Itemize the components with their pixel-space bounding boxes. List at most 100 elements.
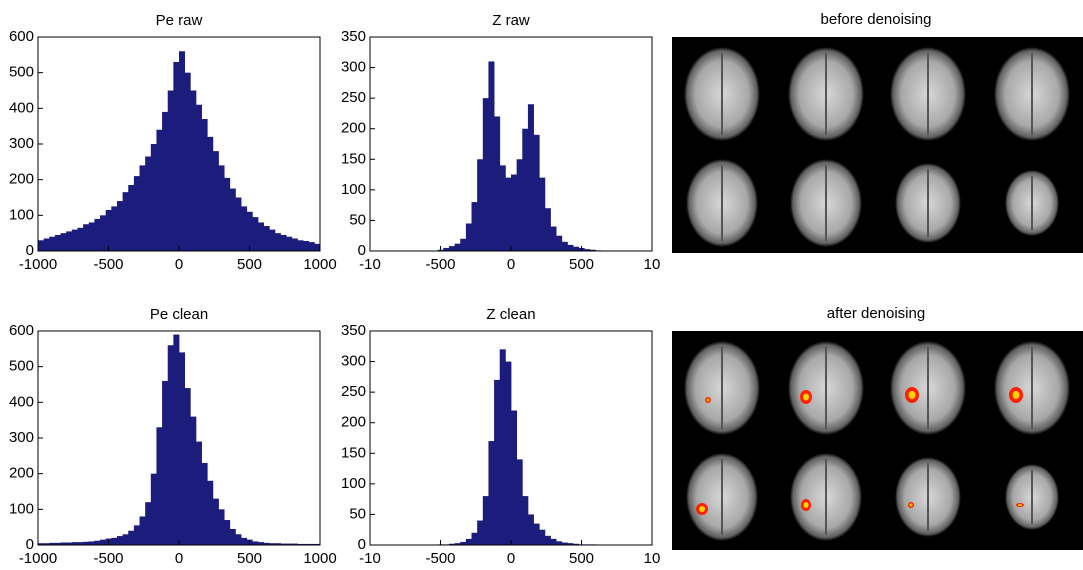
- bar: [280, 234, 287, 251]
- bar: [167, 90, 174, 251]
- bar: [195, 441, 202, 545]
- bar: [116, 536, 123, 545]
- bar: [544, 535, 551, 545]
- bar: [88, 541, 95, 545]
- y-tick-label: 250: [341, 383, 366, 400]
- y-tick-label: 400: [9, 393, 34, 410]
- bar: [150, 473, 157, 545]
- y-tick-label: 0: [358, 536, 366, 553]
- bar: [252, 217, 259, 251]
- bar: [218, 165, 225, 251]
- bar: [38, 240, 45, 251]
- bar: [539, 529, 546, 545]
- x-tick-label: 500: [569, 550, 594, 567]
- bar: [550, 226, 557, 251]
- bar: [550, 538, 557, 545]
- bar: [173, 61, 180, 251]
- bar: [139, 516, 146, 545]
- bar: [286, 543, 293, 545]
- bar: [94, 218, 101, 251]
- bar: [567, 543, 574, 545]
- y-tick-label: 200: [9, 171, 34, 188]
- bar: [448, 246, 455, 251]
- bar: [584, 249, 591, 251]
- bar: [241, 206, 248, 251]
- bar: [201, 119, 208, 252]
- bar: [308, 242, 315, 251]
- bar: [544, 208, 551, 251]
- y-tick-label: 100: [9, 206, 34, 223]
- bar: [145, 502, 152, 545]
- y-tick-label: 300: [341, 353, 366, 370]
- bar: [179, 352, 186, 545]
- bar: [111, 537, 118, 545]
- bar: [269, 543, 276, 545]
- x-tick-label: -10: [359, 256, 381, 273]
- x-tick-label: 500: [237, 550, 262, 567]
- bar: [499, 349, 506, 545]
- bar: [190, 90, 197, 251]
- bar: [122, 534, 129, 545]
- x-tick-label: 0: [175, 256, 183, 273]
- bar: [246, 211, 253, 251]
- bar: [229, 188, 236, 251]
- bar: [66, 542, 73, 545]
- activation-core: [909, 503, 913, 507]
- bar: [314, 243, 321, 251]
- bar: [128, 530, 135, 545]
- bar: [494, 116, 501, 251]
- bar: [505, 177, 512, 251]
- bar: [494, 379, 501, 545]
- activation-core: [699, 506, 705, 512]
- bar: [308, 543, 315, 545]
- y-tick-label: 400: [9, 99, 34, 116]
- bar: [184, 388, 191, 545]
- bar: [533, 523, 540, 545]
- bar: [207, 136, 214, 251]
- bar: [274, 543, 281, 545]
- x-tick-label: 10: [644, 256, 661, 273]
- bar: [527, 104, 534, 251]
- bar: [556, 235, 563, 251]
- bar: [122, 192, 129, 251]
- y-tick-label: 50: [349, 211, 366, 228]
- activation-core: [803, 393, 809, 401]
- bar: [207, 480, 214, 545]
- bar: [511, 410, 518, 545]
- bar: [465, 538, 472, 545]
- bar: [286, 236, 293, 251]
- bar: [257, 542, 264, 545]
- chart-title: Pe raw: [156, 12, 203, 29]
- bar: [77, 227, 84, 251]
- bar: [38, 543, 45, 545]
- bar: [556, 541, 563, 545]
- bar: [257, 222, 264, 251]
- bar: [539, 177, 546, 251]
- y-tick-label: 200: [341, 120, 366, 137]
- activation-core: [1018, 504, 1022, 506]
- bar: [173, 334, 180, 545]
- bar: [533, 134, 540, 251]
- bar: [156, 427, 163, 545]
- activation-core: [706, 398, 710, 402]
- y-tick-label: 50: [349, 505, 366, 522]
- bar: [274, 233, 281, 251]
- bar: [88, 222, 95, 251]
- bar: [471, 532, 478, 545]
- bar: [212, 151, 219, 251]
- bar: [54, 542, 61, 545]
- bar: [201, 462, 208, 545]
- bar: [77, 542, 84, 545]
- x-tick-label: -500: [425, 256, 455, 273]
- bar: [190, 416, 197, 545]
- bar: [522, 128, 529, 251]
- bar: [488, 61, 495, 252]
- bar: [471, 202, 478, 251]
- bar: [162, 380, 169, 545]
- x-tick-label: 0: [507, 256, 515, 273]
- y-tick-label: 600: [9, 28, 34, 45]
- bar: [303, 543, 310, 545]
- bar: [516, 159, 523, 251]
- bar: [179, 51, 186, 252]
